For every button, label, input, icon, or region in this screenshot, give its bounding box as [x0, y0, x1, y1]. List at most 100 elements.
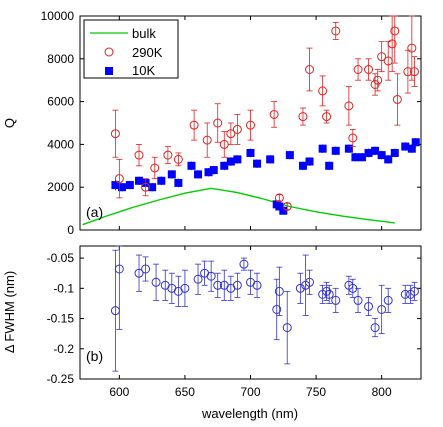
series-10k-point — [318, 144, 327, 153]
series-bulk-line — [82, 187, 395, 226]
fwhm-point — [331, 295, 341, 305]
series-290k-point — [110, 129, 120, 139]
fwhm-point — [409, 286, 419, 296]
series-290k-point — [353, 65, 363, 74]
series-10k-point — [220, 161, 229, 170]
fwhm-point — [377, 304, 387, 314]
series-10k-point — [167, 170, 176, 179]
series-290k-point — [322, 112, 332, 122]
fwhm-point — [252, 280, 262, 290]
fwhm-point — [134, 268, 144, 278]
panel-a-y-axis-label: Q — [2, 118, 17, 128]
series-290k-point — [331, 26, 341, 36]
panel-b-fwhm-shift: -0.05 -0.1 -0.15 -0.2 -0.25 600 650 700 750 800 Δ… — [2, 245, 422, 421]
series-290k-point — [390, 26, 400, 36]
fwhm-point — [305, 277, 315, 287]
series-290k-point — [407, 43, 417, 53]
series-290k-point — [274, 193, 284, 203]
fwhm-point — [324, 289, 334, 299]
fwhm-point — [151, 277, 161, 287]
fwhm-point — [364, 301, 374, 311]
series-10k-point — [157, 176, 166, 185]
series-290k-point — [409, 67, 419, 77]
panel-a-y-tick-label: 10000 — [41, 9, 75, 23]
panel-a-y-tick-label: 6000 — [47, 95, 74, 109]
series-290k-point — [163, 150, 173, 160]
series-10k-point — [253, 159, 262, 168]
series-290k-point — [173, 154, 183, 164]
legend: bulk 290K 10K — [83, 19, 179, 79]
fwhm-point — [193, 274, 203, 284]
series-290k-point — [364, 65, 374, 74]
series-290k-point — [377, 52, 387, 62]
fwhm-point — [232, 280, 242, 290]
series-10k-point — [209, 166, 218, 175]
panel-a-ticks: 0 2000 4000 6000 8000 10000 — [41, 9, 421, 237]
fwhm-point — [295, 283, 305, 293]
series-290k-point — [282, 201, 292, 211]
panel-b-data — [110, 245, 419, 372]
series-290k-point — [298, 112, 308, 122]
x-tick-label: 650 — [175, 385, 195, 399]
panel-a-y-tick-label: 2000 — [47, 180, 74, 194]
series-290k-point — [134, 150, 144, 160]
series-10k-point — [325, 161, 334, 170]
series-10k-point — [344, 144, 353, 153]
panel-a-quality-factor: 0 2000 4000 6000 8000 10000 Q (a) bulk 290K 1… — [2, 9, 422, 237]
series-10k-point — [377, 151, 386, 160]
series-290k-point — [344, 101, 354, 111]
fwhm-point — [353, 295, 363, 305]
fwhm-point — [239, 259, 249, 269]
series-10k-point — [204, 168, 213, 177]
series-10k-point — [275, 202, 284, 211]
series-290k-point — [373, 75, 383, 85]
series-290k-point — [232, 124, 242, 134]
series-10k-point — [226, 157, 235, 166]
legend-10k-label: 10K — [132, 63, 155, 78]
series-290k-point — [269, 109, 279, 119]
series-10k-point — [174, 178, 183, 187]
panel-b-frame — [79, 245, 422, 380]
legend-bulk-label: bulk — [132, 26, 156, 41]
fwhm-point — [274, 286, 284, 296]
series-10k-point — [194, 170, 203, 179]
legend-290k-label: 290K — [132, 45, 163, 60]
panel-a-y-tick-label: 0 — [67, 223, 74, 237]
series-10k-point — [351, 153, 360, 162]
series-10k-point — [266, 155, 275, 164]
panel-b-ticks: -0.05 -0.1 -0.15 -0.2 -0.25 600 650 700 750 800 — [47, 246, 421, 399]
x-tick-label: 750 — [306, 385, 326, 399]
x-tick-label: 600 — [109, 385, 129, 399]
series-10k-point — [125, 181, 134, 190]
series-290k-point — [114, 174, 124, 184]
series-290k-point — [213, 118, 223, 128]
series-290k-point — [189, 120, 199, 130]
panel-a-data — [82, 15, 420, 226]
fwhm-point — [213, 280, 223, 290]
series-290k-point — [318, 86, 328, 96]
series-10k-point — [111, 181, 120, 190]
panel-b-y-axis-label: Δ FWHM (nm) — [2, 271, 17, 353]
x-axis-label: wavelength (nm) — [201, 406, 298, 421]
legend-box — [83, 19, 179, 79]
series-10k-point — [148, 183, 157, 192]
series-10k-point — [401, 142, 410, 151]
panel-a-label: (a) — [86, 204, 103, 220]
legend-10k-marker — [105, 67, 113, 75]
series-10k-point — [135, 176, 144, 185]
series-290k-point — [246, 120, 255, 130]
series-10k-point — [233, 155, 242, 164]
series-290k-point — [305, 65, 315, 74]
panel-b-y-tick-label: -0.2 — [53, 342, 74, 356]
series-10k-point — [305, 157, 314, 166]
series-290k-point — [348, 133, 358, 143]
panel-b-y-tick-label: -0.15 — [47, 312, 75, 326]
series-10k-point — [390, 148, 399, 157]
panel-a-y-tick-label: 8000 — [47, 52, 74, 66]
series-290k-point — [202, 135, 212, 145]
fwhm-point — [282, 323, 292, 333]
fwhm-point — [370, 323, 380, 333]
fwhm-point — [383, 295, 393, 305]
series-10k-point — [187, 161, 196, 170]
